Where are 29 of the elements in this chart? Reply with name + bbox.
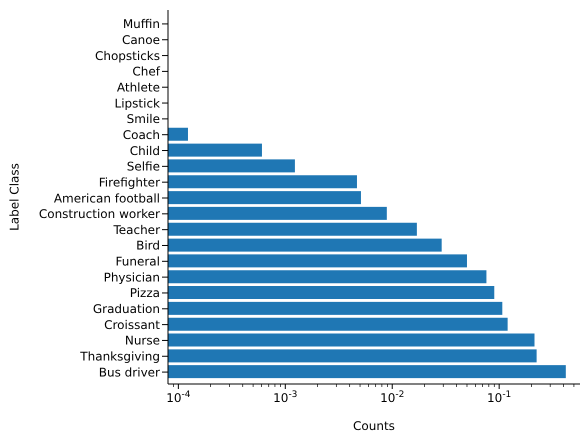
y-tick-label: Bus driver bbox=[98, 365, 160, 380]
y-tick-label: Athlete bbox=[116, 80, 160, 94]
y-tick-label: Teacher bbox=[112, 222, 160, 237]
x-tick-label: 10$^{-2}$ bbox=[380, 390, 404, 405]
y-tick-label: American football bbox=[54, 191, 160, 206]
x-tick-label: 10$^{-1}$ bbox=[487, 390, 512, 405]
y-tick-label: Construction worker bbox=[38, 207, 160, 222]
y-tick-label: Muffin bbox=[122, 17, 160, 32]
x-axis-title: Counts bbox=[353, 419, 395, 432]
y-tick-label: Chopsticks bbox=[94, 48, 160, 63]
y-tick-label: Graduation bbox=[92, 302, 160, 316]
y-tick-label: Bird bbox=[136, 238, 160, 253]
y-tick-label: Lipstick bbox=[114, 96, 160, 110]
y-tick-label: Coach bbox=[122, 128, 160, 142]
y-tick-label: Selfie bbox=[126, 160, 160, 174]
y-tick-label: Croissant bbox=[104, 318, 160, 332]
y-tick-label: Chef bbox=[132, 64, 161, 79]
y-tick-label: Nurse bbox=[124, 334, 160, 348]
x-tick-label: 10$^{-4}$ bbox=[166, 390, 191, 405]
y-tick-label: Firefighter bbox=[98, 175, 160, 190]
y-tick-label: Funeral bbox=[116, 254, 160, 269]
y-tick-label: Child bbox=[130, 144, 160, 158]
y-axis-title: Label Class bbox=[7, 163, 22, 231]
y-tick-label: Physician bbox=[104, 270, 160, 284]
y-tick-label: Canoe bbox=[122, 33, 160, 47]
y-tick-label: Thanksgiving bbox=[79, 350, 160, 364]
x-tick-label: 10$^{-3}$ bbox=[273, 390, 298, 405]
y-tick-label: Pizza bbox=[130, 286, 160, 300]
y-tick-label: Smile bbox=[126, 112, 160, 126]
